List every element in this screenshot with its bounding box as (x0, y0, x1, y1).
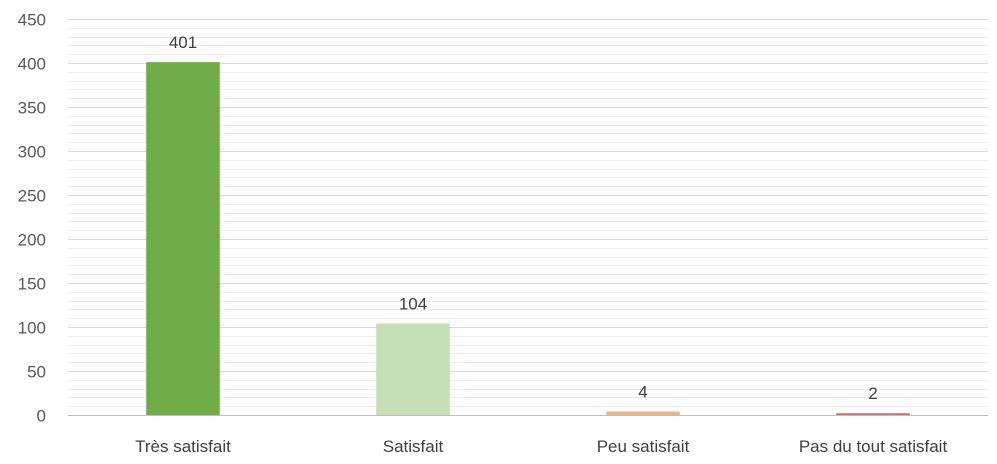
x-category-label: Pas du tout satisfait (799, 437, 948, 456)
x-category-label: Satisfait (383, 437, 444, 456)
y-axis-tick-labels: 0 50 100 150 200 250 300 350 400 450 (18, 11, 46, 426)
y-tick-label: 50 (27, 363, 46, 382)
y-tick-label: 300 (18, 143, 46, 162)
bar-3 (606, 411, 680, 415)
y-tick-label: 450 (18, 11, 46, 30)
gridlines (68, 19, 988, 407)
data-label: 2 (868, 384, 877, 403)
data-label: 401 (169, 33, 197, 52)
y-tick-label: 150 (18, 275, 46, 294)
y-tick-label: 200 (18, 231, 46, 250)
data-label: 4 (638, 382, 647, 401)
y-tick-label: 250 (18, 187, 46, 206)
y-tick-label: 0 (37, 407, 46, 426)
x-category-label: Très satisfait (135, 437, 231, 456)
y-tick-label: 400 (18, 55, 46, 74)
data-labels: 401 104 4 2 (169, 33, 878, 403)
bar-4 (836, 413, 910, 415)
x-category-label: Peu satisfait (597, 437, 690, 456)
x-axis-category-labels: Très satisfait Satisfait Peu satisfait Pas … (135, 437, 947, 456)
bar-2 (376, 323, 450, 415)
data-label: 104 (399, 294, 427, 313)
bars (146, 62, 910, 416)
bar-1 (146, 62, 220, 416)
y-tick-label: 100 (18, 319, 46, 338)
y-tick-label: 350 (18, 99, 46, 118)
